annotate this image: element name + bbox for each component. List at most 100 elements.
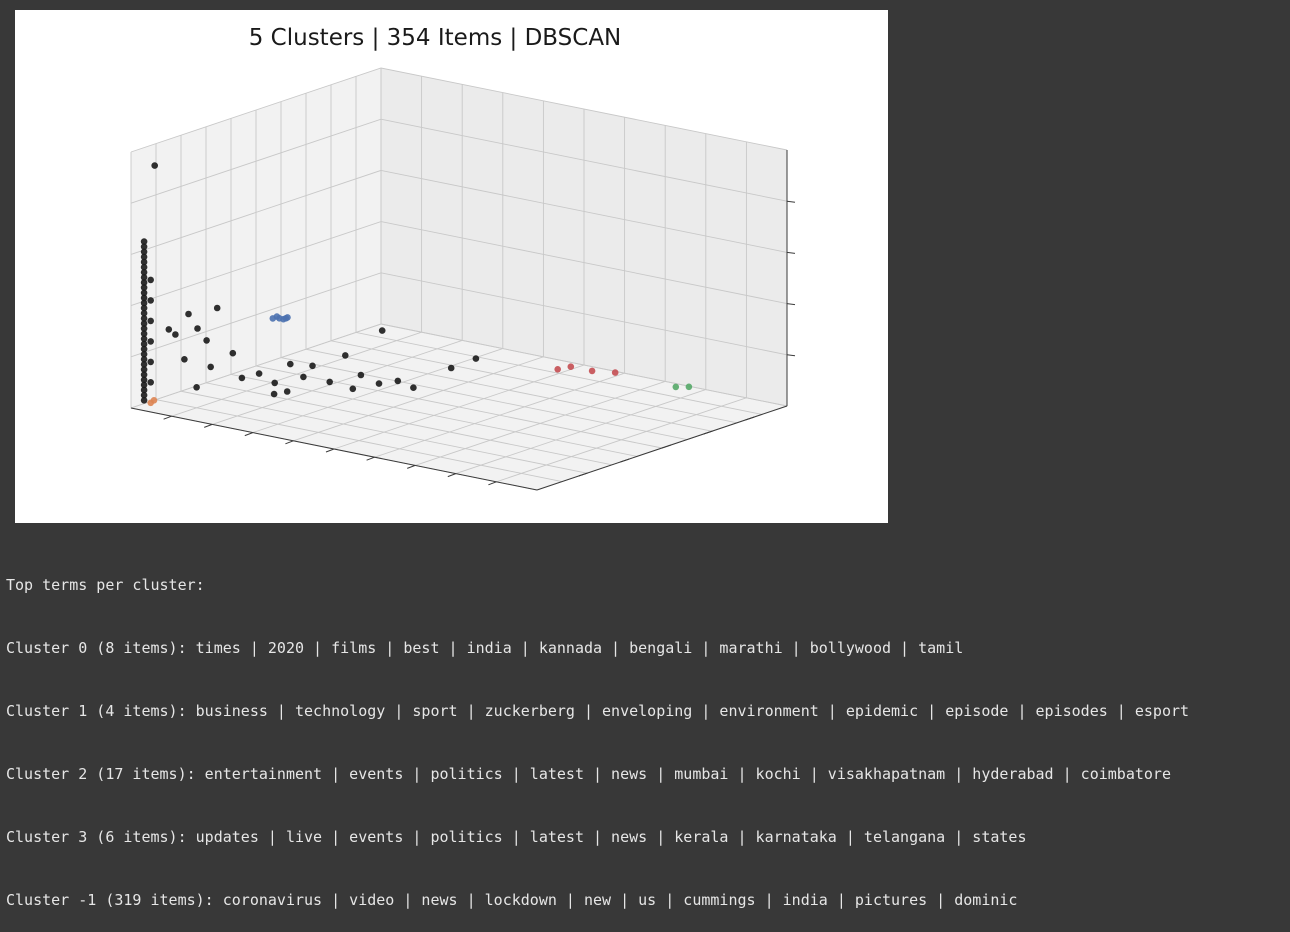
data-point — [410, 384, 417, 392]
data-point — [140, 381, 148, 389]
data-point — [140, 263, 148, 271]
data-point — [300, 373, 307, 381]
data-points — [140, 162, 693, 407]
data-point — [611, 369, 619, 376]
data-point — [140, 366, 148, 373]
data-point — [150, 397, 158, 404]
data-point — [140, 258, 148, 266]
data-point — [147, 297, 154, 304]
data-point — [213, 304, 221, 312]
y-tick — [620, 458, 630, 463]
data-point — [140, 320, 148, 327]
grid-line-z — [130, 169, 788, 255]
data-point — [181, 356, 188, 363]
data-point — [283, 388, 291, 395]
plot-figure: 5 Clusters | 354 Items | DBSCAN — [15, 10, 888, 523]
data-point — [147, 379, 154, 386]
data-point — [140, 299, 148, 307]
output-line-cluster-3: Cluster 3 (6 items): updates | live | ev… — [6, 828, 1027, 846]
data-point — [140, 361, 148, 368]
data-point — [140, 350, 148, 358]
data-point — [140, 386, 148, 394]
output-header: Top terms per cluster: — [6, 576, 205, 594]
grid-line-z — [130, 272, 788, 358]
data-point — [140, 304, 148, 312]
data-point — [255, 370, 263, 377]
data-point — [342, 352, 349, 359]
3d-scatter-plot: 5 Clusters | 354 Items | DBSCAN — [130, 25, 796, 491]
grid-line-z — [130, 118, 788, 204]
data-point — [273, 313, 281, 320]
data-point — [378, 327, 386, 334]
data-point — [472, 355, 480, 362]
data-point — [140, 391, 148, 399]
data-point — [238, 374, 246, 382]
x-tick — [325, 448, 335, 453]
z-tick — [786, 303, 796, 306]
data-point — [140, 269, 148, 276]
data-point — [554, 366, 561, 373]
data-point — [140, 345, 148, 353]
x-tick — [366, 456, 375, 461]
z-tick — [786, 354, 796, 357]
data-point — [357, 371, 365, 379]
data-point — [140, 238, 148, 245]
data-point — [185, 310, 192, 318]
data-point — [140, 274, 148, 281]
data-point — [140, 279, 148, 286]
data-point — [685, 383, 693, 391]
data-point — [375, 380, 383, 387]
data-point — [140, 325, 148, 332]
data-point — [140, 315, 148, 322]
output-line-cluster-2: Cluster 2 (17 items): entertainment | ev… — [6, 765, 1171, 783]
data-point — [326, 378, 334, 386]
data-point — [140, 284, 148, 291]
axis-ticks — [130, 150, 796, 491]
y-tick — [745, 416, 755, 421]
data-point — [140, 289, 148, 297]
data-point — [447, 364, 455, 372]
data-point — [194, 325, 201, 332]
data-point — [140, 253, 148, 261]
output-line-cluster-0: Cluster 0 (8 items): times | 2020 | film… — [6, 639, 964, 657]
data-point — [172, 331, 179, 338]
data-point — [207, 363, 214, 371]
data-point — [165, 326, 173, 333]
data-point — [140, 340, 148, 348]
x-tick — [407, 464, 416, 469]
x-tick — [488, 481, 497, 486]
y-tick — [578, 472, 588, 477]
chart-title: 5 Clusters | 354 Items | DBSCAN — [249, 25, 622, 51]
x-tick — [163, 415, 172, 420]
data-point — [140, 371, 148, 379]
data-point — [140, 397, 148, 404]
data-point — [280, 315, 287, 323]
data-point — [588, 367, 596, 375]
data-point — [567, 363, 575, 371]
data-point — [270, 390, 278, 398]
z-tick — [786, 251, 796, 254]
data-point — [147, 276, 154, 284]
data-point — [229, 349, 237, 357]
grid-line-z — [130, 323, 788, 409]
data-point — [271, 379, 279, 387]
data-point — [140, 356, 148, 363]
data-point — [309, 362, 316, 370]
data-point — [140, 330, 148, 338]
z-tick — [786, 200, 796, 203]
data-point — [140, 248, 148, 256]
x-tick — [204, 423, 213, 428]
data-point — [394, 377, 402, 385]
console-output: Top terms per cluster: Cluster 0 (8 item… — [6, 533, 1290, 932]
y-tick — [703, 430, 713, 435]
data-point — [140, 376, 148, 384]
data-point — [151, 162, 158, 169]
data-point — [147, 358, 154, 366]
grid-line-z — [130, 221, 788, 307]
data-point — [147, 317, 154, 325]
grid-lines — [130, 67, 788, 491]
y-tick — [661, 444, 672, 449]
x-tick — [285, 440, 294, 445]
data-point — [287, 360, 294, 368]
output-line-cluster-1: Cluster 1 (4 items): business | technolo… — [6, 702, 1190, 720]
